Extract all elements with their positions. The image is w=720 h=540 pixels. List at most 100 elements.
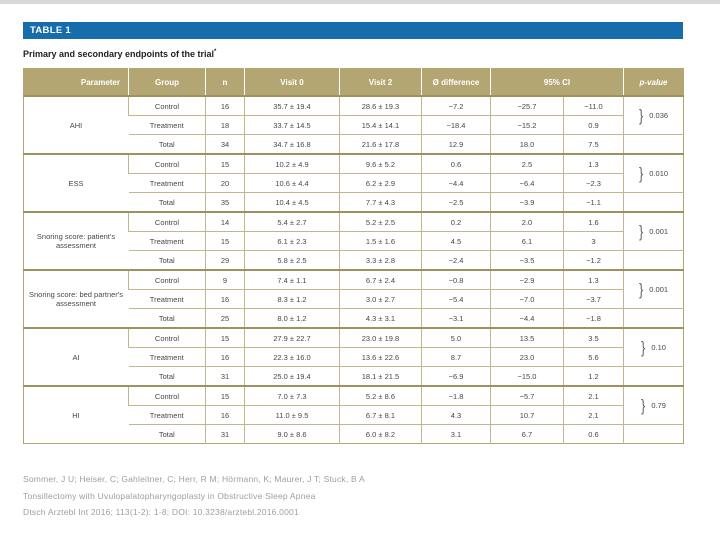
- group-cell: Control: [128, 95, 206, 116]
- n-cell: 15: [205, 385, 245, 406]
- table-row: ESS Control 15 10.2 ± 4.9 9.6 ± 5.2 0.6 …: [23, 153, 684, 212]
- group-cell: Total: [128, 366, 206, 386]
- diff-cell: 0.2: [421, 211, 491, 232]
- diff-cell: 4.3: [421, 405, 491, 425]
- ci-high-cell: 0.9: [562, 115, 624, 135]
- ci-high-cell: −1.1: [562, 192, 624, 212]
- n-cell: 9: [205, 269, 245, 290]
- visit2-cell: 7.7 ± 4.3: [339, 192, 422, 212]
- diff-cell: −5.4: [421, 289, 491, 309]
- col-header-visit0: Visit 0: [244, 68, 340, 96]
- visit2-cell: 18.1 ± 21.5: [339, 366, 422, 386]
- n-cell: 15: [205, 153, 245, 174]
- n-cell: 18: [205, 115, 245, 135]
- visit0-cell: 33.7 ± 14.5: [244, 115, 340, 135]
- ci-high-cell: 2.1: [562, 385, 624, 406]
- diff-cell: 8.7: [421, 347, 491, 367]
- ci-high-cell: −3.7: [562, 289, 624, 309]
- p-value: 0.10: [651, 343, 666, 352]
- visit0-cell: 25.0 ± 19.4: [244, 366, 340, 386]
- ci-low-cell: 2.0: [490, 211, 564, 232]
- n-cell: 16: [205, 289, 245, 309]
- group-cell: Control: [128, 153, 206, 174]
- visit2-cell: 6.7 ± 8.1: [339, 405, 422, 425]
- ci-high-cell: 3: [562, 231, 624, 251]
- visit0-cell: 5.8 ± 2.5: [244, 250, 340, 270]
- table-tag: TABLE 1: [30, 25, 71, 36]
- diff-cell: −3.1: [421, 308, 491, 328]
- p-value: 0.001: [649, 285, 669, 294]
- table-row: Treatment 15 6.1 ± 2.3 1.5 ± 1.6 4.5 6.1…: [24, 231, 684, 251]
- page-top-strip: [0, 0, 720, 4]
- table-row: AHI Control 16 35.7 ± 19.4 28.6 ± 19.3 −…: [23, 95, 684, 154]
- endpoints-table: Parameter Group n Visit 0 Visit 2 Ø diff…: [23, 68, 685, 444]
- ci-low-cell: 6.7: [490, 424, 564, 444]
- p-value-cell: } 0.001: [623, 269, 684, 309]
- ci-high-cell: −2.3: [562, 173, 624, 193]
- table-row: Total 29 5.8 ± 2.5 3.3 ± 2.8 −2.4 −3.5 −…: [24, 250, 684, 270]
- group-cell: Treatment: [128, 231, 206, 251]
- table-row: HI Control 15 7.0 ± 7.3 5.2 ± 8.6 −1.8 −…: [23, 385, 684, 444]
- diff-cell: −0.8: [421, 269, 491, 290]
- group-cell: Treatment: [128, 347, 206, 367]
- diff-cell: −18.4: [421, 115, 491, 135]
- parameter-cell: Snoring score: patient's assessment: [23, 211, 129, 270]
- group-cell: Total: [128, 192, 206, 212]
- n-cell: 15: [205, 327, 245, 348]
- table-figure: TABLE 1 Primary and secondary endpoints …: [23, 22, 685, 444]
- visit2-cell: 21.6 ± 17.8: [339, 134, 422, 154]
- n-cell: 31: [205, 424, 245, 444]
- table-tag-bar: TABLE 1: [23, 22, 683, 39]
- ci-low-cell: −5.7: [490, 385, 564, 406]
- brace-icon: }: [638, 280, 644, 299]
- visit0-cell: 6.1 ± 2.3: [244, 231, 340, 251]
- col-header-ci: 95% CI: [489, 68, 624, 96]
- ci-high-cell: −11.0: [562, 95, 624, 116]
- ci-low-cell: 10.7: [490, 405, 564, 425]
- visit2-cell: 6.7 ± 2.4: [339, 269, 422, 290]
- col-header-group: Group: [128, 68, 206, 96]
- group-cell: Treatment: [128, 115, 206, 135]
- n-cell: 35: [205, 192, 245, 212]
- p-value-empty-cell: [623, 192, 684, 212]
- group-cell: Total: [128, 250, 206, 270]
- diff-cell: −1.8: [421, 385, 491, 406]
- group-cell: Control: [128, 211, 206, 232]
- visit2-cell: 9.6 ± 5.2: [339, 153, 422, 174]
- visit2-cell: 3.0 ± 2.7: [339, 289, 422, 309]
- p-value: 0.001: [649, 227, 669, 236]
- diff-cell: −6.9: [421, 366, 491, 386]
- n-cell: 16: [205, 347, 245, 367]
- ci-low-cell: −6.4: [490, 173, 564, 193]
- table-row: AI Control 15 27.9 ± 22.7 23.0 ± 19.8 5.…: [23, 327, 684, 386]
- table-row: Snoring score: patient's assessment Cont…: [23, 211, 684, 270]
- ci-low-cell: 2.5: [490, 153, 564, 174]
- table-title-text: Primary and secondary endpoints of the t…: [23, 49, 215, 59]
- ci-low-cell: −15.0: [490, 366, 564, 386]
- ci-low-cell: −25.7: [490, 95, 564, 116]
- p-value-empty-cell: [623, 250, 684, 270]
- table-title: Primary and secondary endpoints of the t…: [23, 49, 683, 59]
- ci-low-cell: 13.5: [490, 327, 564, 348]
- col-header-visit2: Visit 2: [339, 68, 422, 96]
- diff-cell: 12.9: [421, 134, 491, 154]
- p-value-empty-cell: [623, 424, 684, 444]
- col-header-pvalue: p-value: [623, 68, 684, 96]
- diff-cell: 5.0: [421, 327, 491, 348]
- table-row: Total 31 25.0 ± 19.4 18.1 ± 21.5 −6.9 −1…: [24, 366, 684, 386]
- n-cell: 34: [205, 134, 245, 154]
- p-value-cell: } 0.10: [623, 327, 684, 367]
- parameter-cell: AHI: [23, 95, 129, 154]
- table-row: Treatment 20 10.6 ± 4.4 6.2 ± 2.9 −4.4 −…: [24, 173, 684, 193]
- visit2-cell: 15.4 ± 14.1: [339, 115, 422, 135]
- table-row: Treatment 16 11.0 ± 9.5 6.7 ± 8.1 4.3 10…: [24, 405, 684, 425]
- ci-high-cell: 1.2: [562, 366, 624, 386]
- visit2-cell: 4.3 ± 3.1: [339, 308, 422, 328]
- ci-high-cell: −1.8: [562, 308, 624, 328]
- header-row: Parameter Group n Visit 0 Visit 2 Ø diff…: [23, 68, 684, 96]
- n-cell: 15: [205, 231, 245, 251]
- visit0-cell: 5.4 ± 2.7: [244, 211, 340, 232]
- visit2-cell: 6.2 ± 2.9: [339, 173, 422, 193]
- n-cell: 31: [205, 366, 245, 386]
- ci-low-cell: −3.9: [490, 192, 564, 212]
